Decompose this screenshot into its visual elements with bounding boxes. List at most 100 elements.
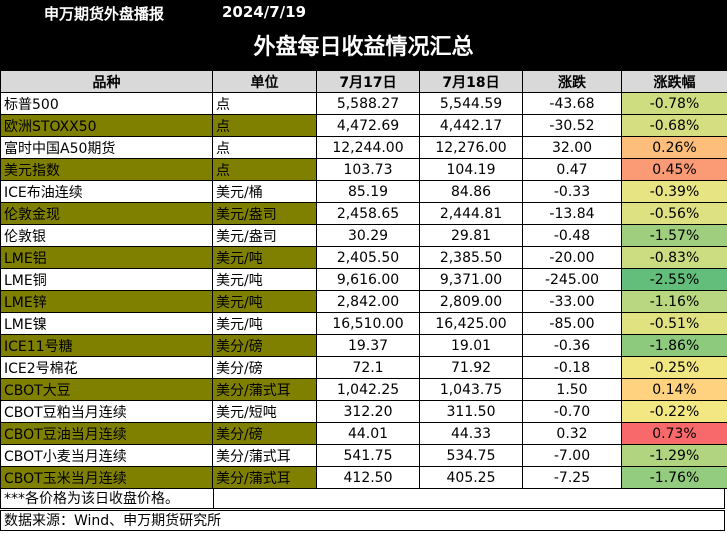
cell-change-pct: -2.55% xyxy=(621,268,727,291)
cell-jul17: 16,510.00 xyxy=(316,312,420,335)
cell-jul17: 12,244.00 xyxy=(316,136,420,159)
cell-change: 0.32 xyxy=(522,422,622,445)
cell-jul17: 2,405.50 xyxy=(316,246,420,269)
cell-unit: 美元/吨 xyxy=(212,268,317,291)
table-row: CBOT大豆 美分/蒲式耳 1,042.25 1,043.75 1.50 0.14% xyxy=(0,378,727,401)
cell-unit: 美分/磅 xyxy=(212,422,317,445)
cell-name: CBOT豆粕当月连续 xyxy=(0,400,213,423)
cell-change-pct: -0.78% xyxy=(621,92,727,115)
cell-change-pct: 0.26% xyxy=(621,136,727,159)
cell-change-pct: -0.39% xyxy=(621,180,727,203)
cell-change: 0.47 xyxy=(522,158,622,181)
cell-jul17: 19.37 xyxy=(316,334,420,357)
cell-name: CBOT玉米当月连续 xyxy=(0,466,213,489)
cell-change-pct: -1.29% xyxy=(621,444,727,467)
cell-change-pct: 0.45% xyxy=(621,158,727,181)
cell-jul18: 71.92 xyxy=(419,356,523,379)
cell-name: 伦敦银 xyxy=(0,224,213,247)
cell-change: -20.00 xyxy=(522,246,622,269)
cell-change: -43.68 xyxy=(522,92,622,115)
cell-jul17: 4,472.69 xyxy=(316,114,420,137)
cell-jul18: 44.33 xyxy=(419,422,523,445)
cell-change: 32.00 xyxy=(522,136,622,159)
cell-change-pct: -1.16% xyxy=(621,290,727,313)
cell-jul17: 85.19 xyxy=(316,180,420,203)
cell-jul18: 405.25 xyxy=(419,466,523,489)
cell-change: 1.50 xyxy=(522,378,622,401)
cell-unit: 美分/磅 xyxy=(212,356,317,379)
cell-name: CBOT豆油当月连续 xyxy=(0,422,213,445)
col-header-jul17: 7月17日 xyxy=(316,70,420,93)
cell-jul18: 534.75 xyxy=(419,444,523,467)
cell-jul17: 5,588.27 xyxy=(316,92,420,115)
cell-name: CBOT大豆 xyxy=(0,378,213,401)
table-row: LME铜 美元/吨 9,616.00 9,371.00 -245.00 -2.55% xyxy=(0,268,727,291)
cell-jul17: 2,842.00 xyxy=(316,290,420,313)
table-row: 伦敦金现 美元/盎司 2,458.65 2,444.81 -13.84 -0.56% xyxy=(0,202,727,225)
cell-change-pct: 0.14% xyxy=(621,378,727,401)
cell-jul17: 72.1 xyxy=(316,356,420,379)
cell-change: -85.00 xyxy=(522,312,622,335)
cell-change: -0.48 xyxy=(522,224,622,247)
cell-change-pct: -0.68% xyxy=(621,114,727,137)
col-header-name: 品种 xyxy=(0,70,213,93)
table-row: LME铝 美元/吨 2,405.50 2,385.50 -20.00 -0.83% xyxy=(0,246,727,269)
cell-change: -0.18 xyxy=(522,356,622,379)
cell-name: LME镍 xyxy=(0,312,213,335)
cell-jul17: 312.20 xyxy=(316,400,420,423)
cell-unit: 美分/蒲式耳 xyxy=(212,466,317,489)
cell-name: LME锌 xyxy=(0,290,213,313)
cell-change: -30.52 xyxy=(522,114,622,137)
cell-change-pct: -0.51% xyxy=(621,312,727,335)
table-row: 富时中国A50期货点 12,244.00 12,276.00 32.00 0.26% xyxy=(0,136,727,159)
cell-change-pct: -0.56% xyxy=(621,202,727,225)
cell-change-pct: -0.25% xyxy=(621,356,727,379)
cell-jul18: 29.81 xyxy=(419,224,523,247)
cell-jul18: 5,544.59 xyxy=(419,92,523,115)
cell-change-pct: 0.73% xyxy=(621,422,727,445)
cell-change: -13.84 xyxy=(522,202,622,225)
cell-jul17: 1,042.25 xyxy=(316,378,420,401)
table-row: LME镍 美元/吨 16,510.00 16,425.00 -85.00 -0.51% xyxy=(0,312,727,335)
cell-jul17: 103.73 xyxy=(316,158,420,181)
cell-jul18: 2,385.50 xyxy=(419,246,523,269)
returns-table: 品种 单位 7月17日 7月18日 涨跌 涨跌幅 标普500 点 5,588.27 5… xyxy=(0,70,727,489)
table-row: CBOT豆粕当月连续 美元/短吨 312.20 311.50 -0.70 -0.22% xyxy=(0,400,727,423)
cell-name: LME铜 xyxy=(0,268,213,291)
cell-name: 美元指数 xyxy=(0,158,213,181)
cell-unit: 点 xyxy=(212,92,317,115)
table-body: 标普500 点 5,588.27 5,544.59 -43.68 -0.78% 欧洲STOX… xyxy=(0,92,727,489)
report-title: 外盘每日收益情况汇总 xyxy=(0,25,727,70)
table-row: LME锌 美元/吨 2,842.00 2,809.00 -33.00 -1.16% xyxy=(0,290,727,313)
col-header-unit: 单位 xyxy=(212,70,317,93)
cell-name: 标普500 xyxy=(0,92,213,115)
cell-name: 富时中国A50期货 xyxy=(0,136,213,159)
cell-unit: 点 xyxy=(212,114,317,137)
brand-label: 申万期货外盘播报 xyxy=(44,5,165,23)
cell-name: ICE布油连续 xyxy=(0,180,213,203)
cell-jul18: 311.50 xyxy=(419,400,523,423)
cell-unit: 美元/盎司 xyxy=(212,202,317,225)
cell-name: CBOT小麦当月连续 xyxy=(0,444,213,467)
table-row: 标普500 点 5,588.27 5,544.59 -43.68 -0.78% xyxy=(0,92,727,115)
cell-jul18: 84.86 xyxy=(419,180,523,203)
cell-jul17: 541.75 xyxy=(316,444,420,467)
cell-jul17: 9,616.00 xyxy=(316,268,420,291)
cell-jul18: 104.19 xyxy=(419,158,523,181)
cell-change: -7.00 xyxy=(522,444,622,467)
cell-jul17: 44.01 xyxy=(316,422,420,445)
cell-change: -0.36 xyxy=(522,334,622,357)
cell-unit: 美元/盎司 xyxy=(212,224,317,247)
cell-change-pct: -1.76% xyxy=(621,466,727,489)
source-text: 数据来源：Wind、申万期货研究所 xyxy=(4,513,222,529)
table-row: 美元指数点 103.73 104.19 0.47 0.45% xyxy=(0,158,727,181)
cell-change-pct: -0.22% xyxy=(621,400,727,423)
table-row: CBOT豆油当月连续 美分/磅 44.01 44.33 0.32 0.73% xyxy=(0,422,727,445)
cell-change: -245.00 xyxy=(522,268,622,291)
cell-jul18: 19.01 xyxy=(419,334,523,357)
cell-jul18: 12,276.00 xyxy=(419,136,523,159)
cell-unit: 美分/磅 xyxy=(212,334,317,357)
cell-unit: 美元/短吨 xyxy=(212,400,317,423)
table-header-row: 品种 单位 7月17日 7月18日 涨跌 涨跌幅 xyxy=(0,70,727,93)
